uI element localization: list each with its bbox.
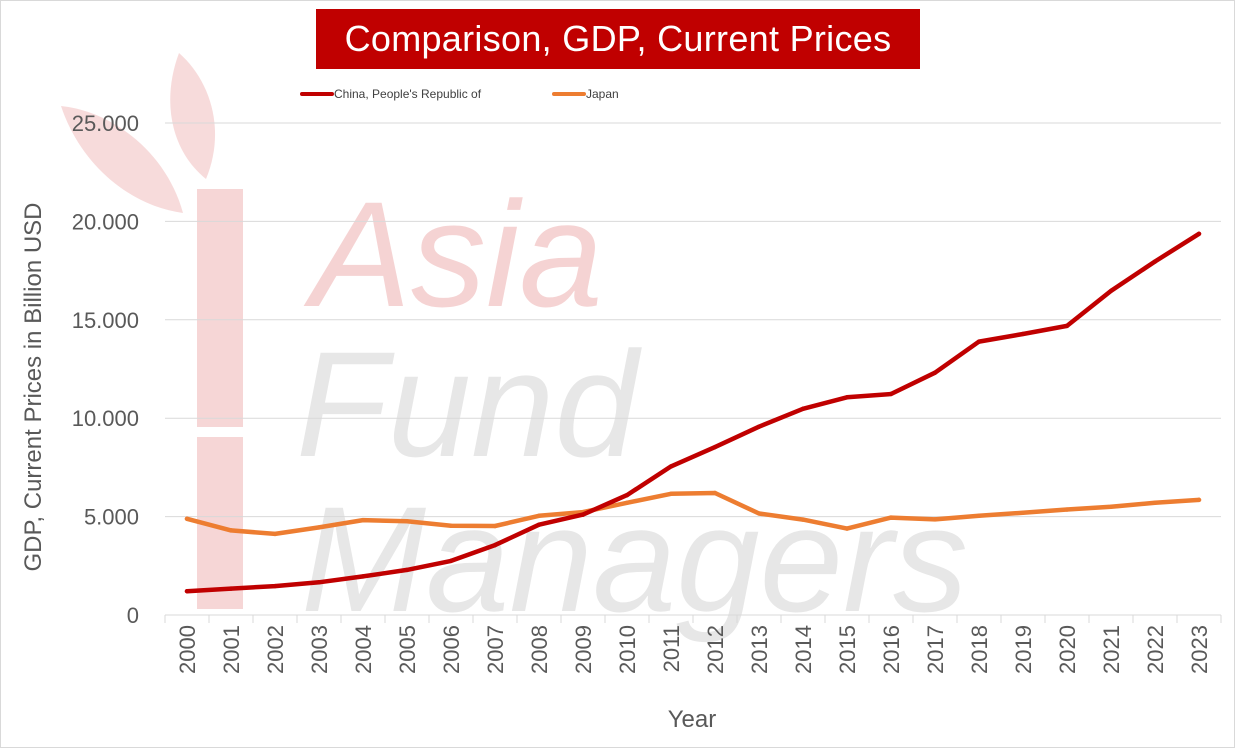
data-point-china [492,542,498,548]
data-point-japan [492,523,498,529]
series-line-china [184,231,1202,594]
data-point-china [316,580,322,585]
data-point-china [448,558,454,564]
data-point-china [1064,323,1070,329]
data-point-china [1152,259,1158,264]
x-tick-label: 2018 [967,625,992,674]
x-tick-label: 2013 [747,625,772,674]
x-tick-label: 2007 [483,625,508,674]
data-point-japan [888,515,894,520]
chart-title: Comparison, GDP, Current Prices [344,18,892,59]
data-point-japan [404,519,410,524]
y-tick-label: 0 [127,603,139,628]
watermark-leaf-left [61,106,183,213]
data-point-china [888,391,894,397]
x-axis-title: Year [668,706,717,733]
data-point-japan [844,526,850,531]
x-tick-label: 2012 [703,625,728,674]
data-point-china [976,339,982,344]
x-tick-label: 2011 [659,625,684,672]
watermark-stem-top [197,189,243,427]
data-point-japan [272,531,278,537]
data-point-japan [316,525,322,530]
data-point-china [404,567,410,573]
data-point-china [184,588,190,594]
data-point-china [668,464,674,469]
data-point-japan [1152,500,1158,506]
data-point-japan [756,511,762,516]
data-point-china [756,424,762,429]
data-point-china [712,444,718,450]
x-tick-label: 2010 [615,625,640,674]
x-tick-label: 2014 [791,625,816,674]
watermark-asia: Asia [303,170,603,338]
data-point-china [932,370,938,375]
y-tick-label: 25.000 [72,111,139,136]
series-line-japan [184,490,1202,537]
x-tick-label: 2020 [1055,625,1080,674]
data-point-japan [184,516,190,521]
x-tick-label: 2008 [527,625,552,674]
x-tick-label: 2015 [835,625,860,674]
x-tick-label: 2002 [263,625,288,674]
data-point-china [272,583,278,589]
data-point-japan [1196,497,1202,503]
x-tick-label: 2022 [1143,625,1168,674]
x-tick-label: 2019 [1011,625,1036,674]
x-tick-label: 2003 [307,625,332,674]
data-point-japan [1020,510,1026,515]
data-point-japan [976,513,982,519]
data-point-china [580,512,586,517]
x-axis: 2000 2001 2002 2003 2004 2005 2006 2007 2008 2009… [164,614,1222,674]
x-tick-label: 2021 [1099,625,1124,674]
data-point-china [1020,331,1026,337]
x-tick-label: 2009 [571,625,596,674]
y-axis-title: GDP, Current Prices in Billion USD [20,202,47,571]
data-point-japan [624,500,630,506]
data-point-japan [536,513,542,519]
x-tick-label: 2023 [1187,625,1212,674]
watermark-fund: Fund [296,320,642,488]
x-tick-label: 2001 [219,625,244,674]
x-tick-label: 2004 [351,625,376,674]
data-point-japan [448,523,454,529]
legend-label-japan: Japan [586,87,619,101]
y-tick-label: 10.000 [72,406,139,431]
data-point-china [1196,231,1202,236]
x-tick-label: 2005 [395,625,420,674]
chart-title-box: Comparison, GDP, Current Prices [316,9,920,69]
data-point-china [360,574,366,579]
x-tick-label: 2006 [439,625,464,674]
x-tick-label: 2016 [879,625,904,674]
data-point-china [844,395,850,400]
data-point-china [536,522,542,527]
legend-label-china: China, People's Republic of [334,87,482,101]
data-point-china [1108,288,1114,294]
legend: China, People's Republic of Japan [300,87,619,101]
grid-lines [165,122,1221,518]
data-point-japan [228,528,234,533]
data-point-china [228,586,234,591]
watermark-leaf-right [170,53,216,179]
data-point-japan [1108,504,1114,509]
data-point-japan [712,490,718,496]
y-tick-label: 15.000 [72,308,139,333]
x-tick-label: 2000 [175,625,200,674]
data-point-japan [668,491,674,496]
data-point-china [624,492,630,498]
data-point-china [800,406,806,411]
y-tick-label: 5.000 [84,505,139,530]
data-point-japan [932,517,938,522]
watermark-logo: Asia Fund Managers [61,53,968,643]
data-point-japan [800,517,806,522]
y-axis-ticks: 0 5.000 10.000 15.000 20.000 25.000 [72,111,139,628]
data-point-japan [1064,507,1070,512]
data-point-japan [360,517,366,523]
x-tick-label: 2017 [923,625,948,674]
y-tick-label: 20.000 [72,209,139,234]
series-lines [184,231,1202,594]
